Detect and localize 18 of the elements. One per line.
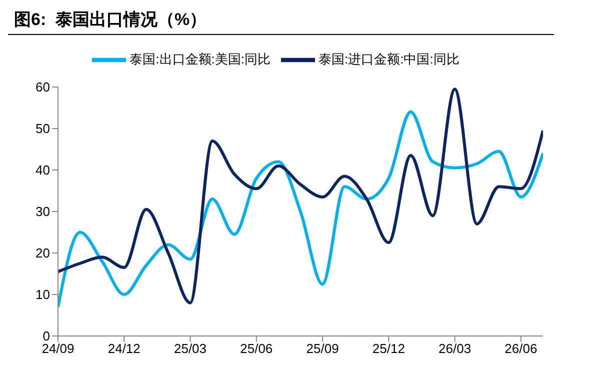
y-tick-label: 60 [36,80,50,95]
legend-label: 泰国:进口金额:中国:同比 [318,51,460,66]
x-tick-label: 24/12 [108,341,140,356]
x-tick-label: 24/09 [42,341,74,356]
x-tick-label: 25/12 [372,341,405,356]
legend-label: 泰国:出口金额:美国:同比 [130,51,270,66]
y-tick-label: 10 [36,287,50,302]
y-tick-label: 20 [36,246,50,261]
y-tick-label: 0 [42,328,50,344]
x-tick-label: 26/03 [438,341,472,356]
y-tick-label: 50 [36,121,50,136]
x-tick-label: 25/09 [306,341,339,356]
chart-title: 图6: 泰国出口情况（%） [8,8,554,35]
x-tick-label: 25/06 [240,341,273,356]
x-tick-label: 26/06 [504,341,538,356]
y-tick-label: 40 [36,162,50,178]
x-tick-label: 25/03 [174,341,207,356]
y-tick-label: 30 [36,204,50,220]
